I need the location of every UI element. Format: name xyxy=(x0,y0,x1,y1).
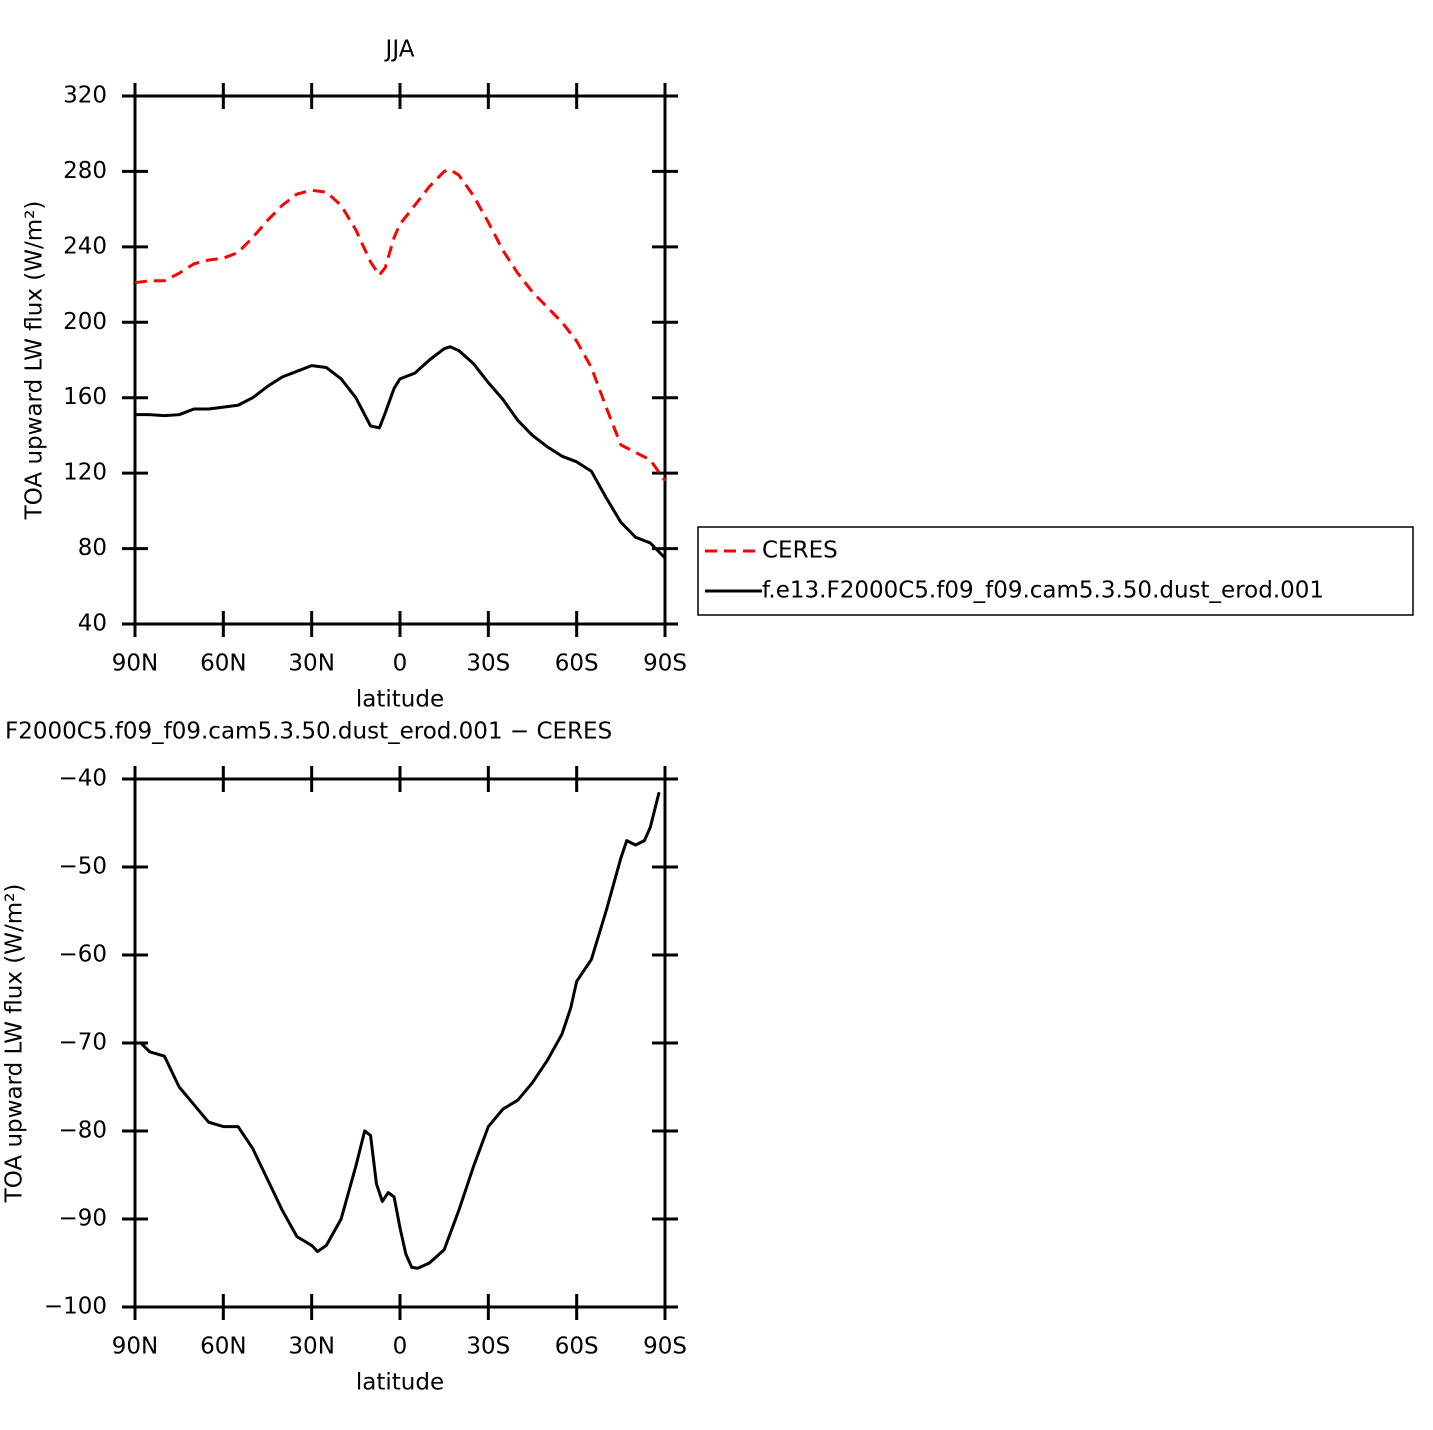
y-tick-label: −100 xyxy=(44,1294,107,1320)
x-tick-label: 60S xyxy=(555,651,599,677)
y-tick-label: −70 xyxy=(58,1030,107,1056)
x-tick-label: 30S xyxy=(466,651,510,677)
data-line xyxy=(134,168,667,482)
y-tick-label: −50 xyxy=(58,854,107,880)
x-tick-label: 90N xyxy=(112,651,158,677)
y-tick-label: 280 xyxy=(63,158,107,184)
y-tick-label: 120 xyxy=(63,460,107,486)
y-axis-label: TOA upward LW flux (W/m²) xyxy=(22,201,48,521)
y-tick-label: 200 xyxy=(63,309,107,335)
x-axis-label: latitude xyxy=(356,687,444,713)
data-line xyxy=(139,791,661,1270)
x-tick-label: 90S xyxy=(643,651,687,677)
y-tick-label: −60 xyxy=(58,942,107,968)
chart-title: F2000C5.f09_f09.cam5.3.50.dust_erod.001 … xyxy=(5,719,612,745)
x-tick-label: 90N xyxy=(112,1334,158,1360)
y-axis-label: TOA upward LW flux (W/m²) xyxy=(2,884,28,1204)
y-tick-label: 160 xyxy=(63,384,107,410)
y-tick-label: 40 xyxy=(78,611,107,637)
chart-title: JJA xyxy=(384,37,415,63)
x-tick-label: 30S xyxy=(466,1334,510,1360)
x-tick-label: 30N xyxy=(288,651,334,677)
x-tick-label: 0 xyxy=(393,651,408,677)
y-tick-label: −40 xyxy=(58,766,107,792)
y-tick-label: 80 xyxy=(78,535,107,561)
legend-label: f.e13.F2000C5.f09_f09.cam5.3.50.dust_ero… xyxy=(762,578,1324,604)
y-tick-label: 320 xyxy=(63,83,107,109)
x-axis-label: latitude xyxy=(356,1370,444,1396)
x-tick-label: 0 xyxy=(393,1334,408,1360)
legend-label: CERES xyxy=(762,538,838,564)
x-tick-label: 60N xyxy=(200,1334,246,1360)
x-tick-label: 60S xyxy=(555,1334,599,1360)
x-tick-label: 60N xyxy=(200,651,246,677)
legend-box xyxy=(697,526,1414,616)
x-tick-label: 30N xyxy=(288,1334,334,1360)
x-tick-label: 90S xyxy=(643,1334,687,1360)
y-tick-label: −90 xyxy=(58,1206,107,1232)
data-line xyxy=(135,345,667,560)
y-tick-label: 240 xyxy=(63,233,107,259)
y-tick-label: −80 xyxy=(58,1118,107,1144)
